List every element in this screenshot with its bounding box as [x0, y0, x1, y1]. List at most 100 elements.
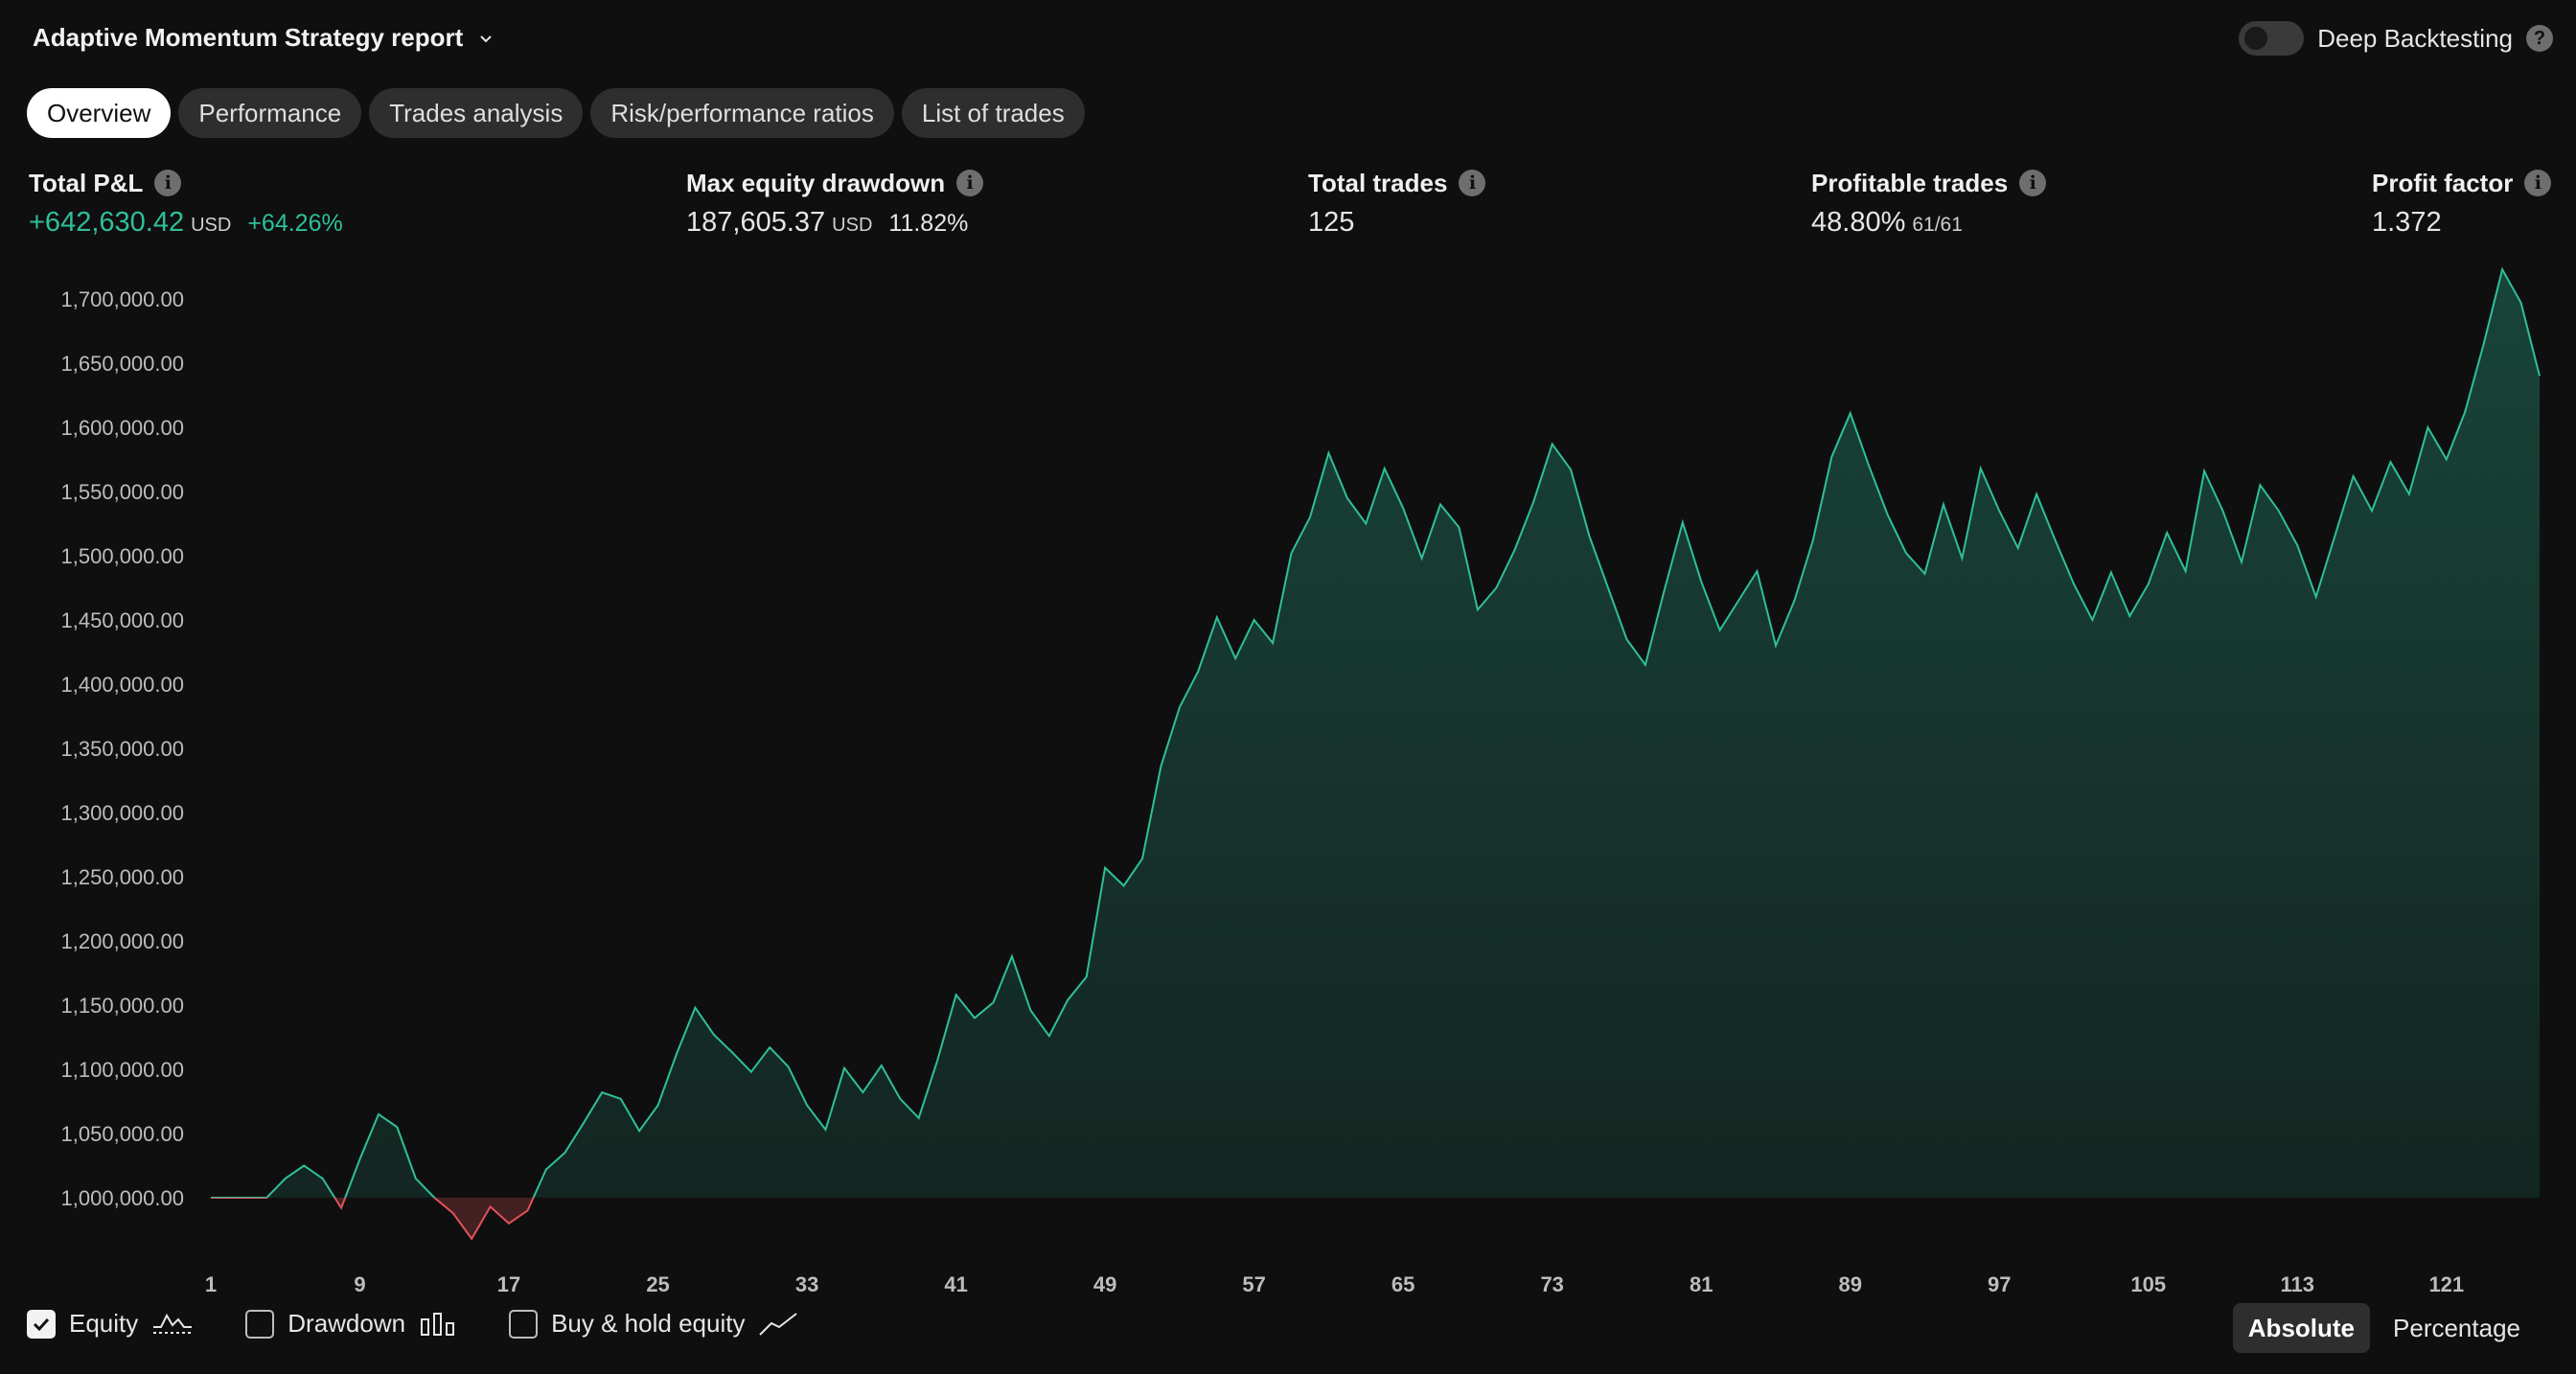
equity-point: [1903, 550, 1909, 556]
equity-point: [264, 1195, 269, 1201]
equity-point: [1177, 704, 1183, 710]
help-icon[interactable]: ?: [2526, 25, 2553, 52]
info-icon[interactable]: i: [956, 170, 984, 196]
equity-point: [1345, 495, 1350, 501]
tab-label: Performance: [198, 98, 342, 127]
tab-risk-performance-ratios[interactable]: Risk/performance ratios: [590, 88, 894, 138]
equity-point: [1921, 571, 1927, 577]
equity-point: [2332, 534, 2337, 539]
absolute-button[interactable]: Absolute: [2232, 1303, 2371, 1353]
tab-trades-analysis[interactable]: Trades analysis: [369, 88, 584, 138]
equity-point: [226, 1195, 232, 1201]
y-axis: 1,000,000.00 1,050,000.00 1,100,000.00 1,15…: [61, 287, 184, 1210]
metric-value: 125: [1308, 207, 1355, 238]
equity-point: [2127, 613, 2132, 619]
equity-point: [990, 999, 996, 1005]
equity-point: [1680, 519, 1686, 525]
equity-point: [1232, 655, 1238, 661]
equity-point: [729, 1050, 735, 1056]
drawdown-bars-icon: [421, 1312, 455, 1336]
y-tick-label: 1,550,000.00: [61, 480, 184, 504]
equity-point: [2034, 492, 2039, 497]
report-title-dropdown[interactable]: Adaptive Momentum Strategy report: [33, 23, 495, 53]
metric-value: 1.372: [2372, 207, 2442, 238]
equity-point: [1382, 466, 1388, 471]
checkbox-unchecked[interactable]: [509, 1309, 539, 1339]
equity-point: [1866, 463, 1872, 469]
info-icon[interactable]: i: [2524, 170, 2552, 196]
checkbox-unchecked[interactable]: [245, 1309, 275, 1339]
equity-point: [1717, 628, 1723, 633]
equity-point: [413, 1176, 419, 1181]
metric-label: Max equity drawdown: [686, 168, 946, 197]
equity-point: [786, 1064, 792, 1069]
equity-point: [897, 1096, 903, 1102]
equity-point: [599, 1089, 605, 1095]
equity-point: [1158, 764, 1163, 769]
equity-chart[interactable]: 1,000,000.00 1,050,000.00 1,100,000.00 1,15…: [0, 259, 2576, 1294]
equity-area: [211, 269, 2540, 1198]
info-icon[interactable]: i: [154, 170, 182, 196]
x-tick-label: 113: [2281, 1272, 2315, 1294]
equity-point: [1978, 466, 1984, 471]
equity-point: [1084, 974, 1090, 980]
metric-total-trades: Total trades i 125: [1308, 167, 1486, 239]
equity-point: [1530, 499, 1536, 505]
equity-point: [692, 1005, 698, 1011]
equity-point: [357, 1156, 363, 1162]
equity-point: [1996, 508, 2002, 514]
x-tick-label: 81: [1690, 1272, 1713, 1294]
legend-buy-hold-equity[interactable]: Buy & hold equity: [509, 1309, 798, 1339]
equity-point: [2089, 617, 2095, 623]
metric-value: +642,630.42: [29, 207, 185, 238]
info-icon[interactable]: i: [1459, 170, 1486, 196]
equity-point: [1363, 521, 1368, 527]
equity-point: [1121, 882, 1127, 888]
y-tick-label: 1,300,000.00: [61, 801, 184, 825]
checkbox-checked[interactable]: [27, 1309, 56, 1339]
equity-point: [2499, 266, 2505, 272]
equity-point: [618, 1096, 624, 1102]
tab-overview[interactable]: Overview: [27, 88, 172, 138]
percentage-button[interactable]: Percentage: [2378, 1303, 2536, 1353]
y-tick-label: 1,600,000.00: [61, 416, 184, 440]
tab-list-of-trades[interactable]: List of trades: [901, 88, 1085, 138]
equity-point: [2257, 482, 2263, 488]
equity-point: [1289, 550, 1295, 556]
equity-point: [1195, 669, 1201, 675]
x-tick-label: 89: [1838, 1272, 1861, 1294]
y-tick-label: 1,100,000.00: [61, 1058, 184, 1082]
equity-point: [208, 1195, 214, 1201]
equity-point: [1325, 450, 1331, 456]
equity-point: [524, 1207, 530, 1213]
equity-line: [211, 266, 2541, 1198]
legend-equity[interactable]: Equity: [27, 1309, 194, 1339]
equity-point: [2071, 581, 2077, 586]
tab-performance[interactable]: Performance: [178, 88, 362, 138]
info-icon[interactable]: i: [2019, 170, 2047, 196]
x-tick-label: 1: [205, 1272, 217, 1294]
equity-point: [1214, 614, 1220, 620]
equity-point: [450, 1210, 456, 1216]
equity-point: [748, 1069, 754, 1075]
equity-point: [1736, 598, 1741, 604]
equity-point: [2537, 373, 2542, 378]
x-axis: 1 9 17 25 33 41 49 57 65 73 81 89 97 105 113 121: [205, 1272, 2464, 1294]
legend-label: Equity: [69, 1309, 139, 1338]
equity-point: [1139, 856, 1145, 861]
mode-label: Absolute: [2247, 1313, 2356, 1342]
deep-backtesting-label: Deep Backtesting: [2317, 23, 2513, 53]
legend-drawdown[interactable]: Drawdown: [245, 1309, 457, 1339]
equity-point: [2425, 424, 2430, 430]
equity-point: [1885, 512, 1891, 517]
deep-backtesting-toggle[interactable]: [2239, 21, 2305, 56]
equity-point: [1027, 1007, 1033, 1013]
y-tick-label: 1,400,000.00: [61, 673, 184, 697]
equity-point: [2108, 569, 2114, 575]
x-tick-label: 97: [1988, 1272, 2011, 1294]
equity-point: [841, 1065, 847, 1071]
equity-point: [954, 992, 959, 997]
y-tick-label: 1,250,000.00: [61, 865, 184, 889]
report-tabs: Overview Performance Trades analysis Ris…: [27, 88, 1085, 138]
equity-point: [1307, 515, 1313, 520]
